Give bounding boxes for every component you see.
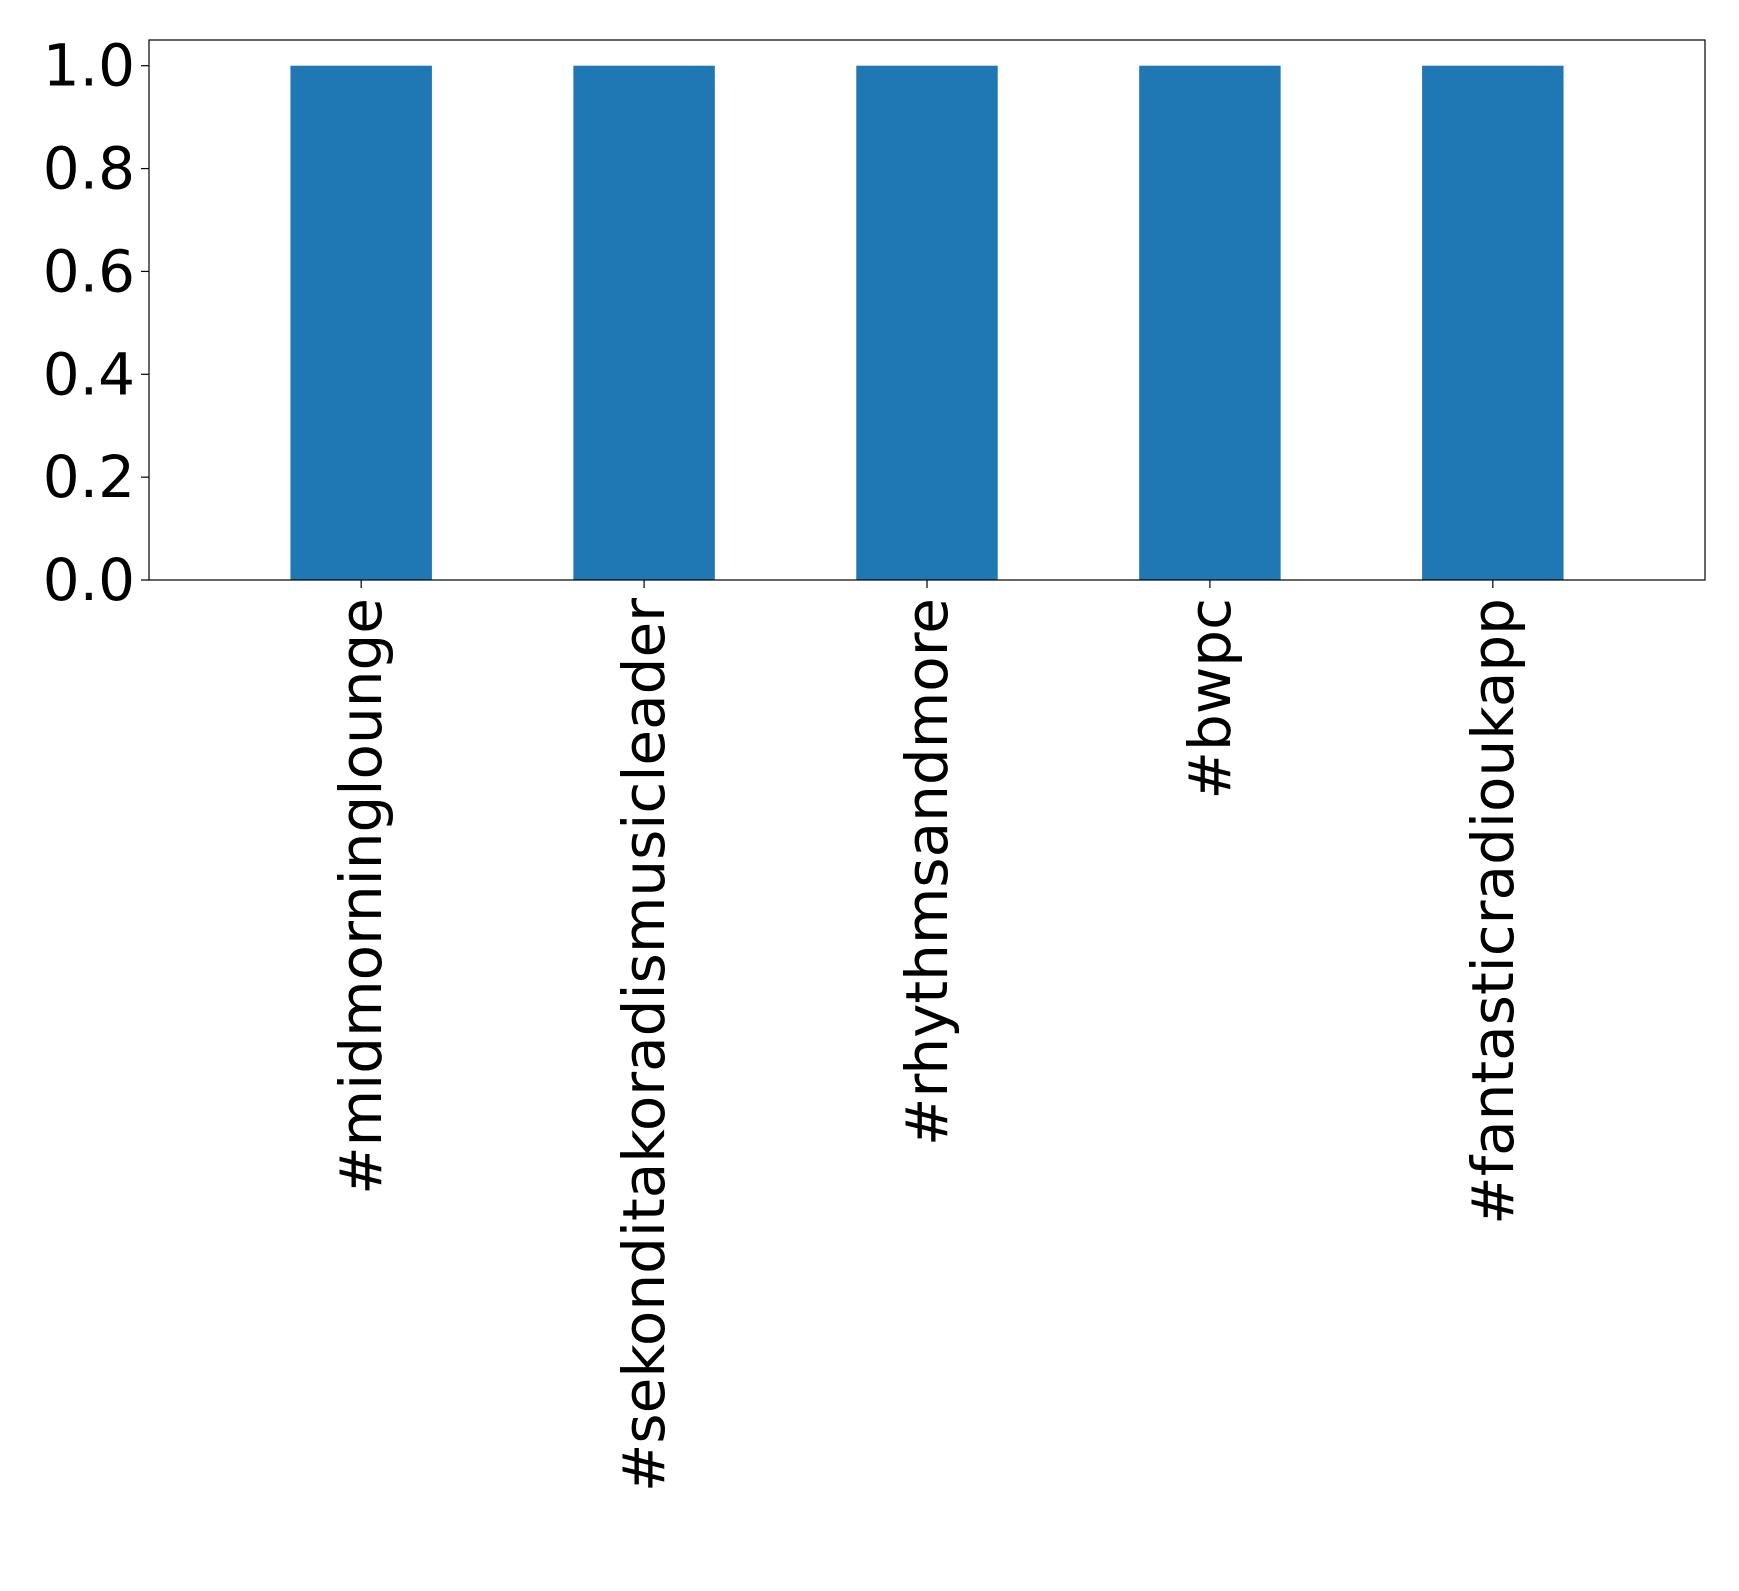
x-axis-ticks: #midmorninglounge #sekonditakoradismusicl… bbox=[327, 580, 1527, 1492]
x-tick-label-4: #fantasticradioukapp bbox=[1459, 598, 1527, 1225]
plot-frame bbox=[148, 39, 1706, 581]
y-tick-label-0: 0.0 bbox=[43, 546, 135, 614]
y-tick-label-3: 0.6 bbox=[43, 237, 135, 305]
x-tick-label-2: #rhythmsandmore bbox=[893, 598, 961, 1146]
bars-group bbox=[290, 65, 1564, 580]
x-tick-label-3: #bwpc bbox=[1176, 598, 1244, 800]
bar-1 bbox=[573, 65, 715, 580]
bar-0 bbox=[290, 65, 432, 580]
x-tick-label-0: #midmorninglounge bbox=[327, 598, 395, 1195]
x-tick-label-1: #sekonditakoradismusicleader bbox=[610, 598, 678, 1492]
y-tick-label-2: 0.4 bbox=[43, 340, 135, 408]
y-tick-label-4: 0.8 bbox=[43, 135, 135, 203]
bar-3 bbox=[1139, 65, 1281, 580]
y-axis-ticks: 0.0 0.2 0.4 0.6 0.8 1.0 bbox=[43, 32, 149, 614]
y-tick-label-1: 0.2 bbox=[43, 443, 135, 511]
bar-4 bbox=[1422, 65, 1564, 580]
y-tick-label-5: 1.0 bbox=[43, 32, 135, 100]
bar-2 bbox=[856, 65, 998, 580]
